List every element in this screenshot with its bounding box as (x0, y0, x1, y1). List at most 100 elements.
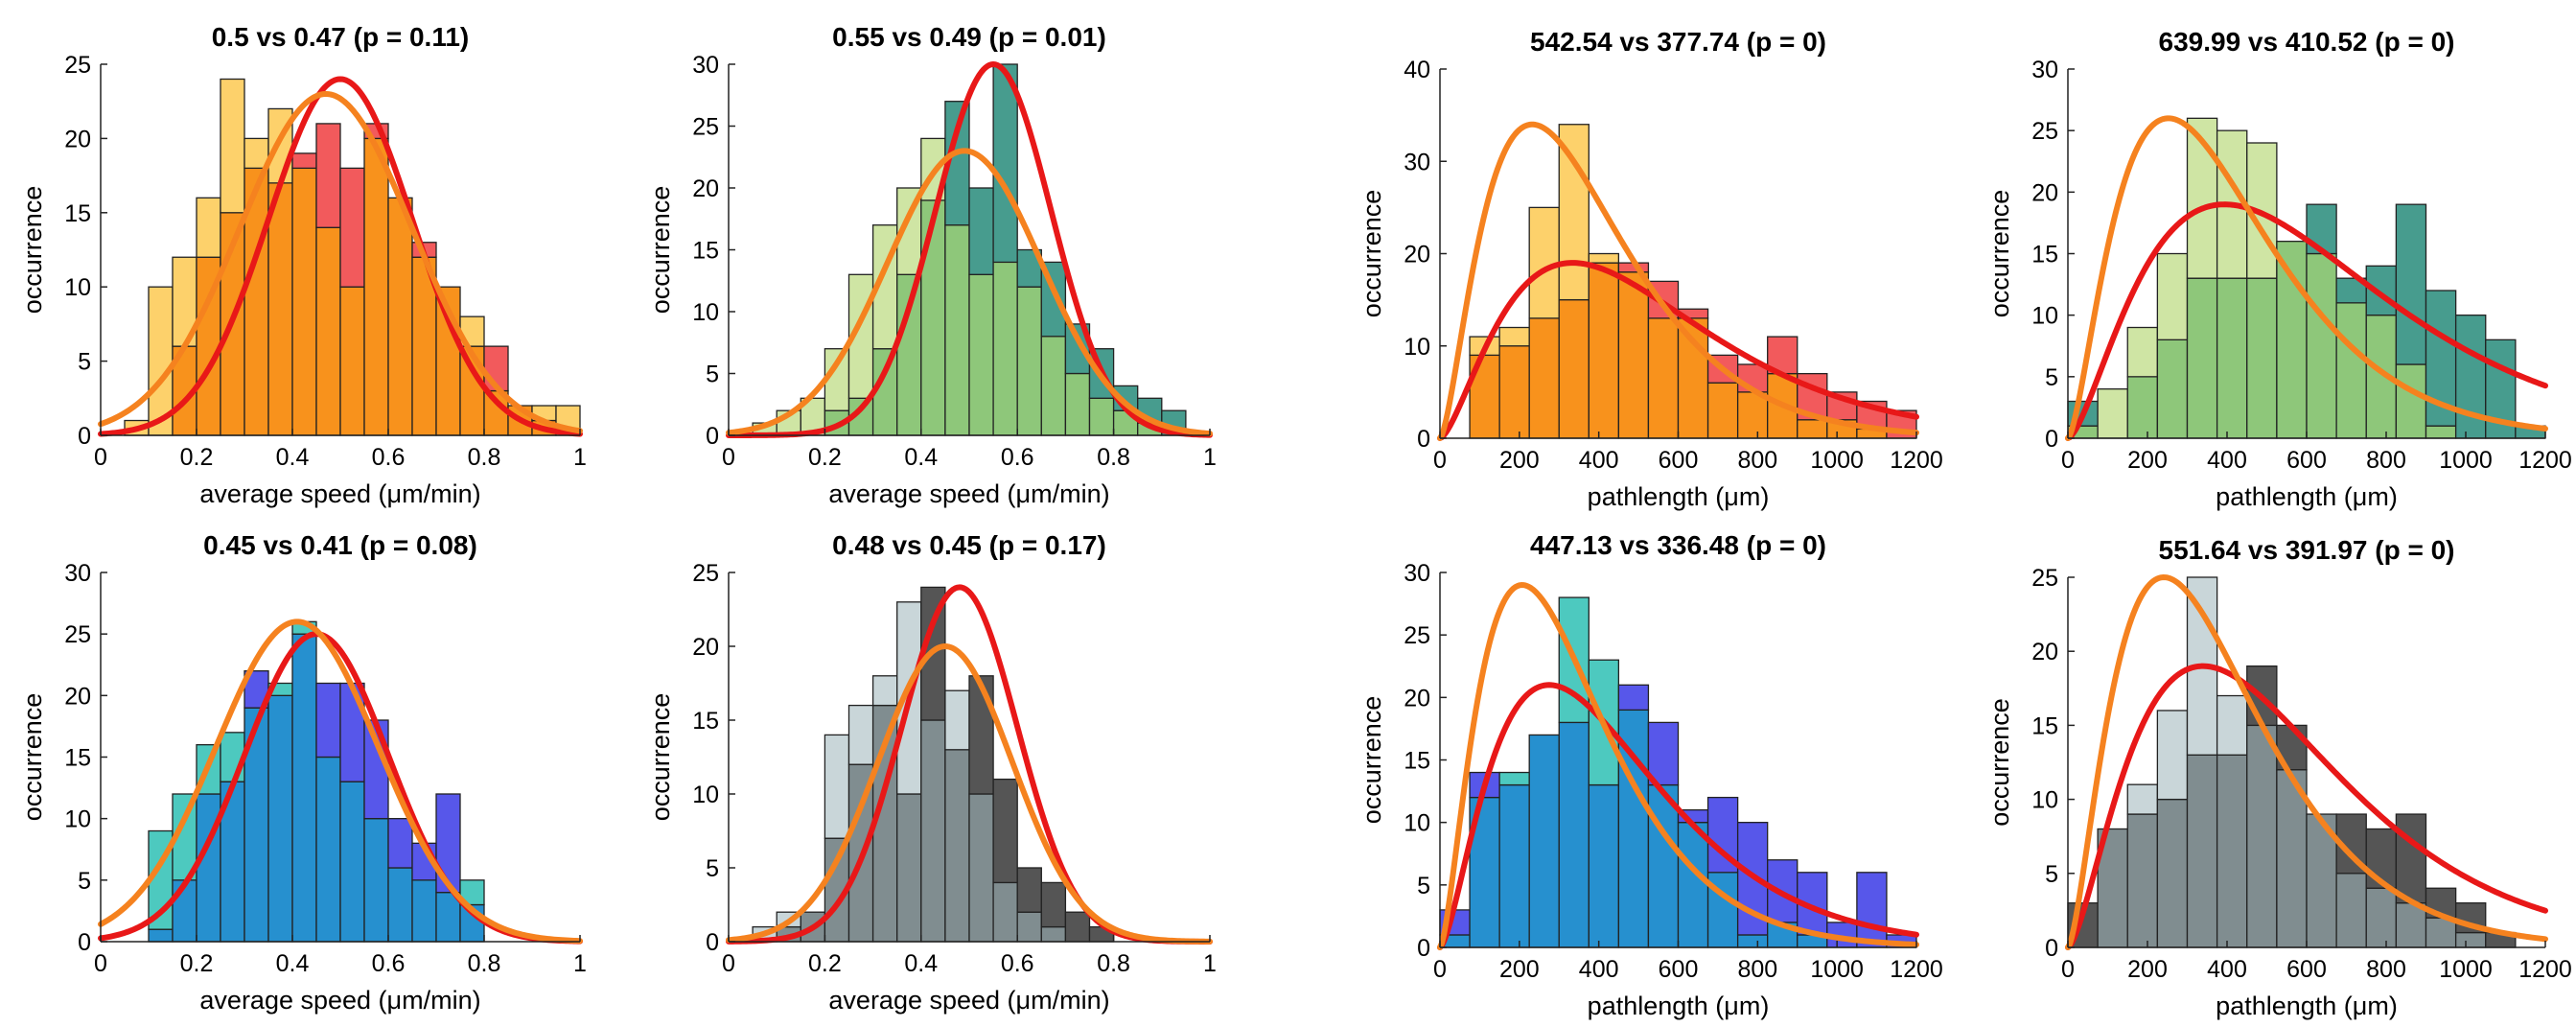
y-tick-label: 40 (1404, 57, 1430, 83)
histogram-bar-series-2 (315, 682, 341, 759)
histogram-bar-series-1 (148, 286, 174, 436)
histogram-bar-overlap (267, 182, 293, 436)
x-tick-label: 400 (1579, 447, 1619, 474)
y-tick-label: 30 (1404, 560, 1430, 587)
histogram-bar-overlap (148, 928, 174, 943)
x-tick-label: 1 (573, 950, 587, 977)
histogram-bar-series-1 (220, 78, 245, 214)
x-tick-label: 0.6 (372, 950, 406, 977)
y-axis-label: occurrence (1358, 190, 1386, 318)
histogram-bar-series-1 (1558, 124, 1590, 301)
histogram-bar-overlap (2186, 754, 2218, 948)
histogram-bar-overlap (2335, 873, 2367, 948)
y-tick-label: 15 (64, 745, 91, 772)
x-tick-label: 0.2 (180, 444, 214, 471)
histogram-bar-overlap (291, 633, 317, 943)
x-tick-label: 200 (2127, 447, 2168, 474)
x-tick-label: 400 (2207, 447, 2247, 474)
histogram-bar-overlap (1040, 925, 1067, 943)
histogram-bar-overlap (1736, 391, 1769, 439)
histogram-bar-overlap (2246, 277, 2278, 439)
chart-panel-3: 0 200 400 600 800 1000 1200 0 10 20 30 40 542.54 vs … (1358, 27, 1943, 511)
chart-panel-4: 0 200 400 600 800 1000 1200 0 5 10 15 20 25 30 639.99 … (1985, 27, 2572, 511)
x-tick-label: 1200 (1890, 447, 1943, 474)
y-tick-label: 20 (692, 175, 719, 202)
histogram-bar-overlap (992, 881, 1018, 943)
histogram-bar-overlap (315, 226, 341, 436)
y-tick-label: 10 (1404, 334, 1430, 361)
x-axis-label: average speed (μm/min) (828, 986, 1109, 1015)
histogram-bar-overlap (1528, 317, 1560, 439)
histogram-bar-overlap (1498, 345, 1530, 439)
histogram-bar-series-1 (1498, 771, 1530, 786)
histogram-bar-overlap (315, 756, 341, 943)
fit-curve-2 (1437, 582, 1919, 950)
x-axis-label: average speed (μm/min) (199, 986, 480, 1015)
histogram-bar-overlap (1617, 709, 1650, 948)
histogram-bar-overlap (920, 719, 946, 943)
y-tick-label: 0 (706, 423, 719, 450)
histogram-bar-overlap (1647, 783, 1680, 948)
y-tick-label: 5 (706, 855, 719, 882)
x-tick-label: 0.2 (180, 950, 214, 977)
y-tick-label: 10 (64, 274, 91, 301)
y-tick-label: 10 (64, 806, 91, 833)
fit-curve-1 (2065, 201, 2548, 441)
histogram-bar-overlap (1088, 397, 1115, 436)
histogram-bar-overlap (2306, 252, 2337, 439)
histogram-bar-series-1 (2126, 326, 2159, 378)
histogram-bar-overlap (1040, 336, 1067, 436)
x-tick-label: 200 (1499, 447, 1540, 474)
chart-title: 0.45 vs 0.41 (p = 0.08) (203, 530, 477, 560)
histogram-bar-overlap (1588, 262, 1620, 439)
histogram-bar-overlap (1016, 286, 1042, 436)
x-axis-label: pathlength (μm) (1588, 482, 1770, 511)
histogram-bar-series-2 (1647, 721, 1680, 786)
histogram-bar-overlap (1558, 721, 1590, 948)
y-axis-label: occurrence (18, 186, 47, 315)
histogram-bar-overlap (2156, 338, 2189, 439)
histogram-bar-overlap (2246, 724, 2278, 948)
y-tick-label: 15 (1404, 748, 1430, 775)
y-axis-label: occurrence (18, 693, 47, 822)
histogram-bar-series-2 (339, 167, 365, 288)
x-tick-label: 800 (1737, 447, 1777, 474)
chart-title: 447.13 vs 336.48 (p = 0) (1530, 530, 1826, 560)
histogram-bar-series-2 (1016, 867, 1042, 913)
fit-curve-1 (98, 76, 583, 437)
y-axis-label: occurrence (1985, 190, 2014, 318)
y-tick-label: 20 (692, 634, 719, 661)
histogram-bar-overlap (2126, 376, 2159, 439)
histogram-bar-series-2 (1040, 881, 1067, 928)
x-tick-label: 600 (1659, 447, 1699, 474)
histogram-bar-series-2 (339, 682, 365, 782)
histogram-bar-series-1 (2156, 252, 2189, 340)
x-tick-label: 0 (2061, 956, 2075, 983)
fit-curve-1 (1437, 682, 1919, 950)
y-tick-label: 10 (2031, 303, 2058, 330)
x-tick-label: 1000 (2439, 956, 2493, 983)
histogram-bar-series-1 (459, 879, 485, 906)
x-tick-label: 0.4 (276, 950, 310, 977)
x-tick-label: 600 (2286, 956, 2327, 983)
histogram-bar-overlap (2216, 754, 2248, 948)
histogram-bar-overlap (267, 694, 293, 943)
y-tick-label: 20 (1404, 685, 1430, 712)
histogram-bar-series-2 (1856, 872, 1888, 948)
x-tick-label: 1200 (2518, 956, 2572, 983)
fit-curve-2 (2065, 574, 2548, 950)
histogram-bar-overlap (1736, 934, 1769, 948)
histogram-bar-series-1 (944, 689, 970, 751)
x-tick-label: 800 (2366, 956, 2406, 983)
y-tick-label: 0 (706, 929, 719, 956)
y-tick-label: 0 (2045, 426, 2058, 453)
y-tick-label: 20 (2031, 639, 2058, 665)
histogram-bar-series-1 (1588, 252, 1620, 264)
histogram-bar-overlap (1677, 822, 1709, 948)
fit-curve-1 (1437, 260, 1919, 441)
y-tick-label: 10 (1404, 810, 1430, 837)
histogram-bar-overlap (992, 261, 1018, 436)
y-axis-label: occurrence (1985, 698, 2014, 827)
